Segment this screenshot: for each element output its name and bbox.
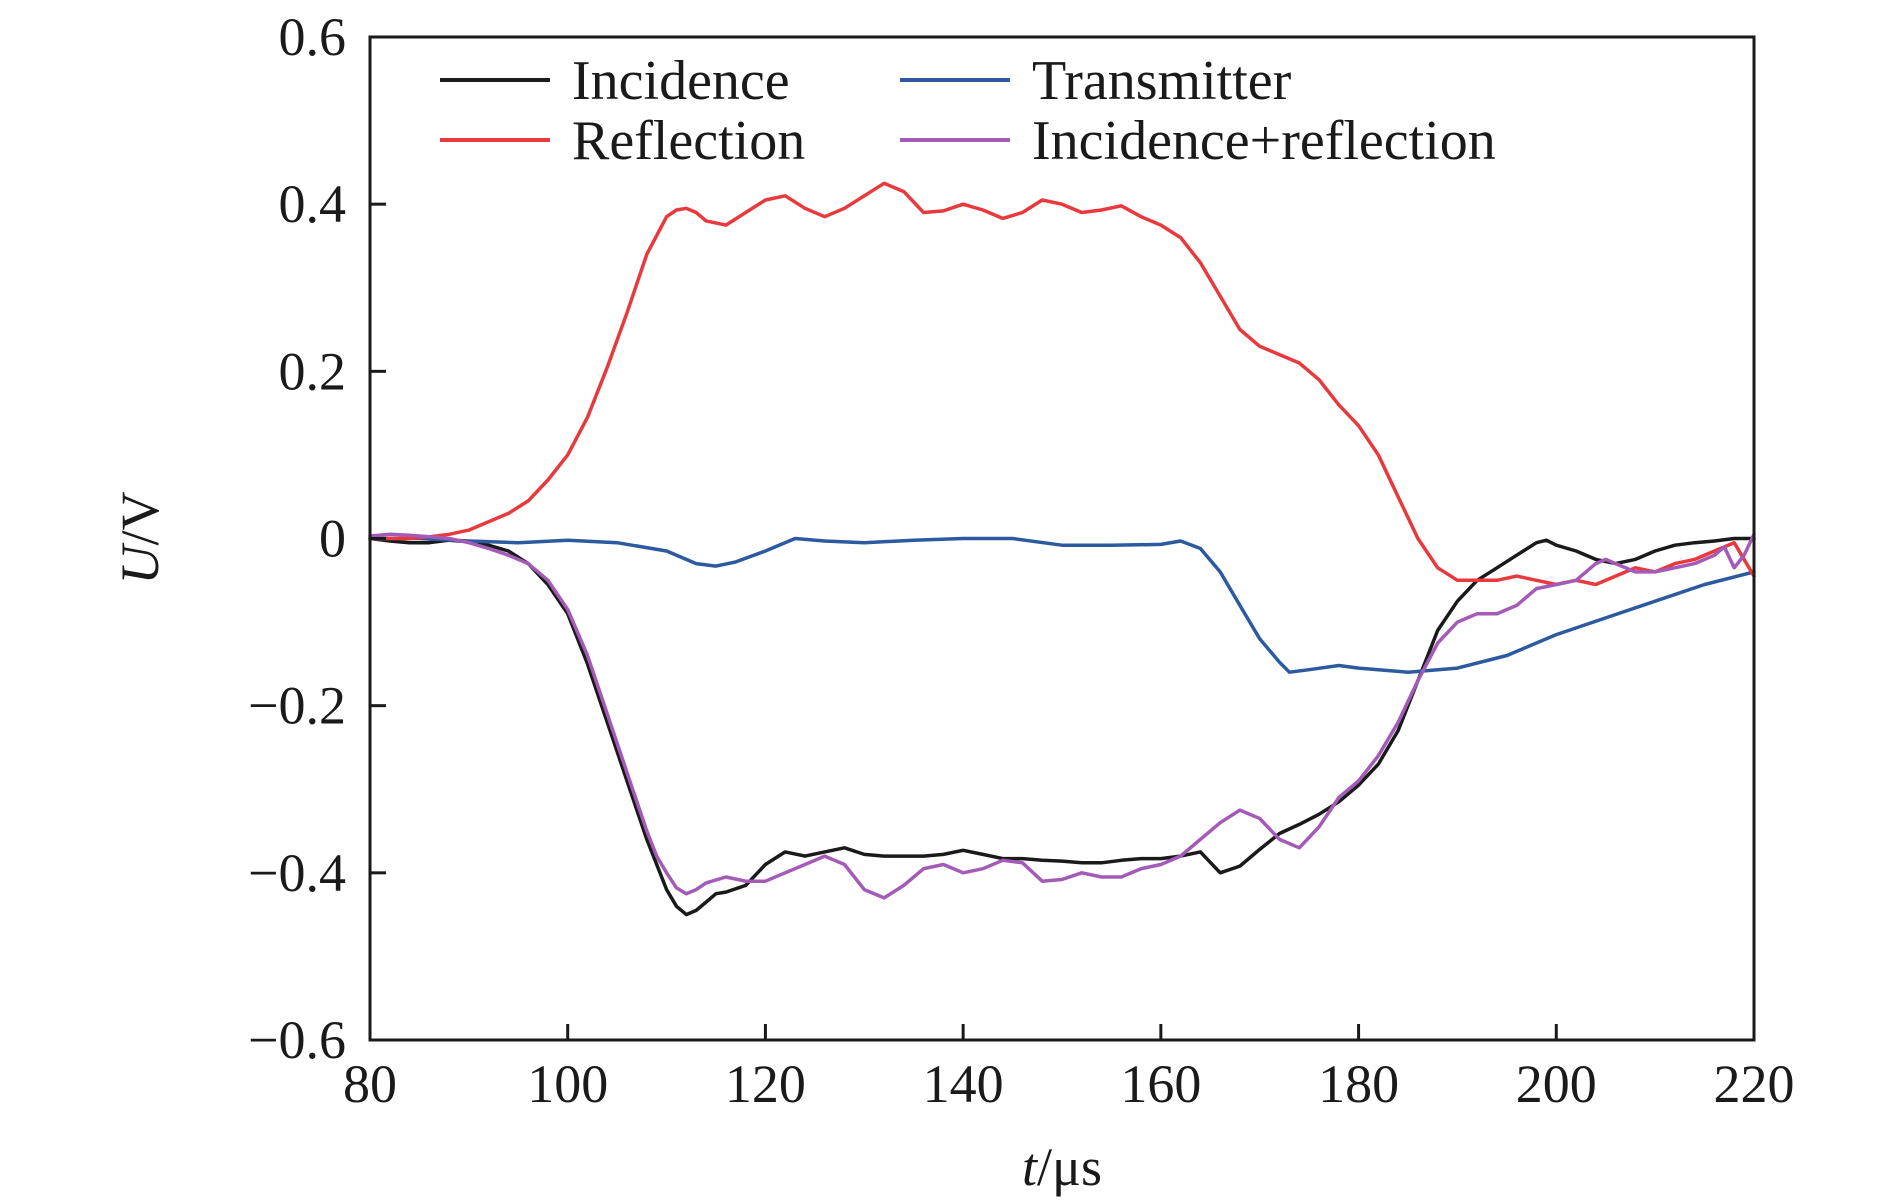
x-tick-label: 220 bbox=[1714, 1054, 1795, 1114]
legend: Incidence Transmitter Reflection Incidence+… bbox=[440, 50, 1496, 172]
x-axis-title: t/μs bbox=[1022, 1137, 1102, 1197]
y-axis-title: U/V bbox=[110, 491, 170, 584]
x-tick-label: 140 bbox=[923, 1054, 1004, 1114]
x-axis-title-italic: t bbox=[1022, 1137, 1039, 1197]
x-tick-label: 160 bbox=[1120, 1054, 1201, 1114]
x-axis: 80 100 120 140 160 180 200 220 bbox=[343, 1024, 1795, 1114]
x-tick-label: 100 bbox=[527, 1054, 608, 1114]
legend-label-incidence: Incidence bbox=[572, 50, 790, 112]
x-tick-label: 180 bbox=[1318, 1054, 1399, 1114]
series-line-incidence-reflection bbox=[368, 532, 1756, 900]
series-line-reflection bbox=[368, 181, 1756, 587]
y-tick-label: 0 bbox=[319, 509, 346, 569]
series-line-transmitter bbox=[368, 536, 1756, 674]
x-axis-title-unit: /μs bbox=[1037, 1137, 1102, 1197]
series-line-incidence bbox=[368, 536, 1756, 917]
x-tick-label: 200 bbox=[1516, 1054, 1597, 1114]
y-tick-label: 0.4 bbox=[279, 174, 347, 234]
y-tick-label: 0.2 bbox=[279, 341, 347, 401]
y-axis-title-unit: /V bbox=[110, 491, 170, 545]
x-tick-label: 120 bbox=[725, 1054, 806, 1114]
legend-label-incidence-reflection: Incidence+reflection bbox=[1032, 110, 1496, 172]
series-layer bbox=[368, 181, 1756, 917]
x-tick-label: 80 bbox=[343, 1054, 397, 1114]
y-tick-label: −0.2 bbox=[248, 676, 346, 736]
legend-label-reflection: Reflection bbox=[572, 110, 805, 172]
y-axis-title-italic: U bbox=[110, 543, 170, 585]
legend-label-transmitter: Transmitter bbox=[1032, 50, 1292, 112]
y-tick-label: −0.6 bbox=[248, 1010, 346, 1070]
y-tick-label: 0.6 bbox=[279, 7, 347, 67]
y-axis: 0.6 0.4 0.2 0 −0.2 −0.4 −0.6 bbox=[248, 7, 386, 1070]
y-tick-label: −0.4 bbox=[248, 843, 346, 903]
